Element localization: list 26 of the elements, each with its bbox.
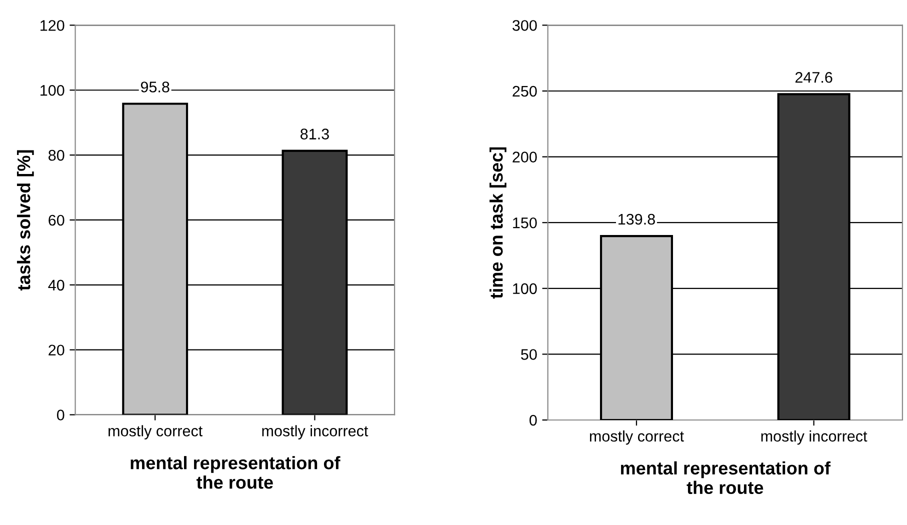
y-tick-label: 100 xyxy=(40,84,64,96)
y-axis-title: time on task [sec] xyxy=(490,147,506,299)
x-axis-title: mental representation of the route xyxy=(130,456,340,489)
x-tick-label: mostly incorrect xyxy=(262,425,368,440)
data-label: 95.8 xyxy=(140,82,170,92)
y-tick-label: 60 xyxy=(48,214,64,226)
y-tick-label: 150 xyxy=(513,217,537,228)
y-tick-label: 300 xyxy=(512,20,537,31)
y-tick-label: 120 xyxy=(40,20,64,31)
x-axis-title: mental representation of the route xyxy=(621,461,831,494)
y-tick-label: 40 xyxy=(48,280,64,291)
y-tick-label: 100 xyxy=(513,283,537,294)
y-axis-title: tasks solved [%] xyxy=(16,150,34,290)
x-tick-label: mostly incorrect xyxy=(761,430,868,445)
y-tick-label: 200 xyxy=(512,152,537,162)
data-label: 139.8 xyxy=(618,214,655,225)
data-label: 81.3 xyxy=(300,128,329,140)
y-tick-label: 250 xyxy=(512,86,537,97)
x-tick-label: mostly correct xyxy=(590,430,684,445)
x-tick-label: mostly correct xyxy=(108,425,203,440)
y-tick-label: 0 xyxy=(56,410,64,420)
y-tick-label: 20 xyxy=(48,344,64,356)
y-tick-label: 80 xyxy=(48,150,64,161)
y-tick-label: 50 xyxy=(521,349,537,360)
data-label: 247.6 xyxy=(795,72,832,83)
y-tick-label: 0 xyxy=(530,414,537,426)
